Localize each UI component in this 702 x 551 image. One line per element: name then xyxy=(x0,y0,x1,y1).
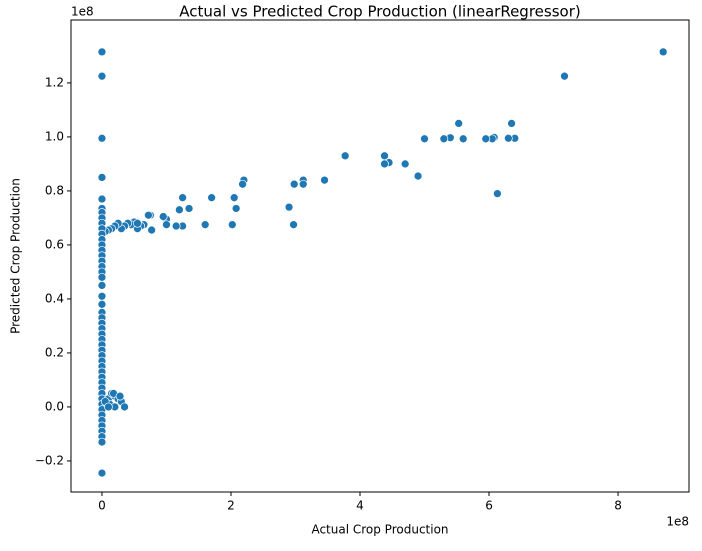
scatter-point xyxy=(97,173,107,182)
scatter-point xyxy=(458,134,468,144)
chart-title: Actual vs Predicted Crop Production (lin… xyxy=(179,3,580,21)
scatter-point xyxy=(420,134,429,144)
y-tick-label: 1.0 xyxy=(45,129,64,143)
x-offset-label: 1e8 xyxy=(666,515,689,529)
axes-frame xyxy=(70,19,690,493)
scatter-point xyxy=(97,299,107,309)
plot-area xyxy=(97,47,668,478)
scatter-point xyxy=(413,171,423,181)
scatter-point xyxy=(97,71,107,81)
scatter-point xyxy=(454,119,464,128)
scatter-point xyxy=(658,47,668,57)
scatter-point xyxy=(120,402,129,412)
scatter-point xyxy=(97,437,107,447)
scatter-point xyxy=(507,119,516,128)
scatter-point xyxy=(231,204,241,213)
y-tick-label: 0.8 xyxy=(45,183,64,197)
x-tick-label: 0 xyxy=(98,499,106,513)
scatter-point xyxy=(144,210,153,220)
scatter-point xyxy=(184,204,194,213)
scatter-point xyxy=(97,194,107,204)
scatter-point xyxy=(560,71,569,81)
x-axis-label: Actual Crop Production xyxy=(311,523,448,537)
scatter-point xyxy=(133,218,142,228)
scatter-point xyxy=(481,134,491,144)
y-tick-label: 0.2 xyxy=(45,345,64,359)
scatter-point xyxy=(227,220,237,230)
x-tick-label: 2 xyxy=(227,499,235,513)
scatter-point xyxy=(340,151,350,161)
scatter-point xyxy=(380,159,389,169)
y-tick-label: 1.2 xyxy=(45,75,64,89)
scatter-point xyxy=(178,193,187,203)
scatter-point xyxy=(158,212,168,221)
y-tick-label: 0.0 xyxy=(45,399,64,413)
scatter-point xyxy=(298,179,308,189)
scatter-point xyxy=(115,391,125,401)
y-tick-label: −0.2 xyxy=(35,453,64,467)
scatter-point xyxy=(147,225,156,235)
scatter-point xyxy=(439,134,449,144)
scatter-point xyxy=(97,291,107,301)
scatter-point xyxy=(400,159,410,169)
scatter-point xyxy=(97,47,107,57)
scatter-point xyxy=(200,220,210,230)
scatter-point xyxy=(207,193,216,203)
scatter-point xyxy=(493,189,502,198)
scatter-point xyxy=(229,193,239,203)
scatter-point xyxy=(97,281,107,290)
scatter-point xyxy=(238,179,247,189)
x-tick-label: 8 xyxy=(614,499,622,513)
y-offset-label: 1e8 xyxy=(71,5,94,19)
x-tick-label: 6 xyxy=(485,499,493,513)
scatter-point xyxy=(320,175,329,185)
scatter-point xyxy=(289,220,298,230)
scatter-point xyxy=(162,220,171,230)
x-tick-label: 4 xyxy=(356,499,364,513)
scatter-point xyxy=(380,151,389,161)
scatter-point xyxy=(175,205,184,215)
y-tick-label: 0.6 xyxy=(45,237,64,251)
scatter-point xyxy=(97,272,107,282)
scatter-point xyxy=(97,468,107,478)
scatter-point xyxy=(104,402,113,412)
scatter-point xyxy=(289,179,299,189)
scatter-point xyxy=(97,133,107,143)
scatter-point xyxy=(504,133,513,143)
y-tick-label: 0.4 xyxy=(45,291,64,305)
scatter-point xyxy=(171,221,181,231)
y-axis-label: Predicted Crop Production xyxy=(9,178,23,334)
scatter-point xyxy=(284,202,294,212)
